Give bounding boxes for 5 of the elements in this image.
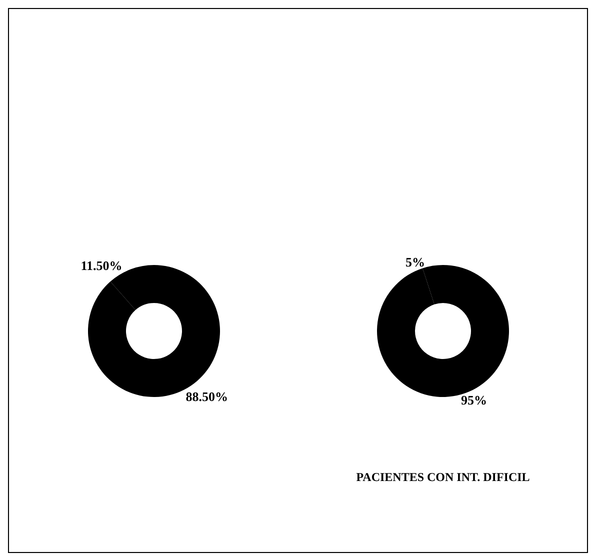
data-label: 95% <box>460 392 486 408</box>
data-label: 5% <box>405 254 425 270</box>
data-label: 11.50% <box>80 258 122 274</box>
data-label: 88.50% <box>185 388 228 404</box>
text: PACIENTES CON INT. DIFICIL <box>356 470 530 484</box>
